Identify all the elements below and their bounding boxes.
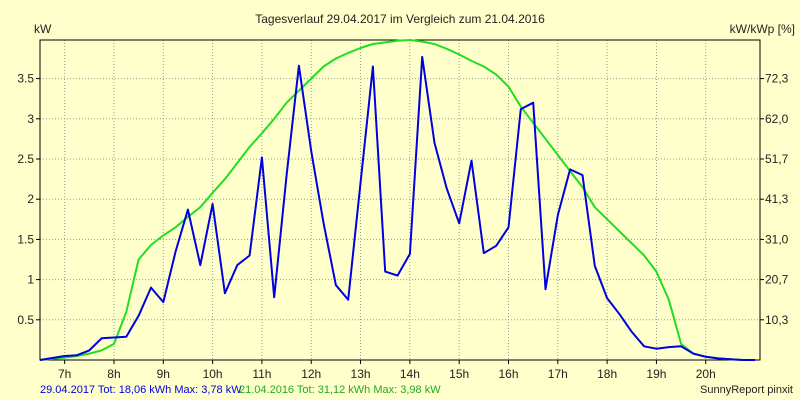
y2-tick-label-20,7: 20,7 [765,273,789,287]
x-tick-label-7h: 7h [58,367,71,381]
y2-tick-label-51,7: 51,7 [765,152,789,166]
x-tick-label-8h: 8h [107,367,120,381]
footer-series1: 29.04.2017 Tot: 18,06 kWh Max: 3,78 kW [40,384,242,396]
y2-tick-label-31,0: 31,0 [765,232,789,246]
series-line-21-04-2016 [39,39,756,361]
y2-tick-label-10,3: 10,3 [765,313,789,327]
plot-frame [39,39,761,361]
series-lines [39,39,756,361]
x-tick-label-11h: 11h [252,367,271,381]
y-tick-label-2: 2 [27,192,34,206]
x-axis-ticks: 7h 8h 9h 10h 11h 12h 13h 14h 15h 16h 17h 18h 19h 20h [58,360,716,381]
y-axis-left-label: kW [34,22,52,36]
plot-border [39,39,761,361]
y-axis-left-ticks: 0.5 1 1.5 2 2.5 3 3.5 [17,72,40,327]
x-tick-label-19h: 19h [646,367,666,381]
series-line-29-04-2017 [39,55,756,361]
x-tick-label-18h: 18h [597,367,617,381]
y-tick-label-1.5: 1.5 [17,232,34,246]
x-tick-label-17h: 17h [548,367,568,381]
x-tick-label-20h: 20h [696,367,716,381]
y-tick-label-3: 3 [27,112,34,126]
y-axis-right-ticks: 10,3 20,7 31,0 41,3 51,7 62,0 72,3 [760,72,789,327]
gridlines [40,40,760,360]
y-tick-label-2.5: 2.5 [17,152,34,166]
footer-series2: 21.04.2016 Tot: 31,12 kWh Max: 3,98 kW [239,384,441,396]
chart-title: Tagesverlauf 29.04.2017 im Vergleich zum… [255,12,545,26]
x-tick-label-10h: 10h [203,367,223,381]
y2-tick-label-41,3: 41,3 [765,192,789,206]
y-tick-label-0.5: 0.5 [17,313,34,327]
y-tick-label-1: 1 [27,273,34,287]
y-tick-label-3.5: 3.5 [17,72,34,86]
x-tick-label-15h: 15h [449,367,469,381]
x-tick-label-13h: 13h [351,367,371,381]
y2-tick-label-62,0: 62,0 [765,112,789,126]
x-tick-label-16h: 16h [498,367,518,381]
footer-credit: SunnyReport pinxit [700,384,793,396]
y2-tick-label-72,3: 72,3 [765,72,789,86]
x-tick-label-14h: 14h [400,367,420,381]
y-axis-right-label: kW/kWp [%] [730,22,795,36]
x-tick-label-9h: 9h [157,367,170,381]
x-tick-label-12h: 12h [301,367,321,381]
